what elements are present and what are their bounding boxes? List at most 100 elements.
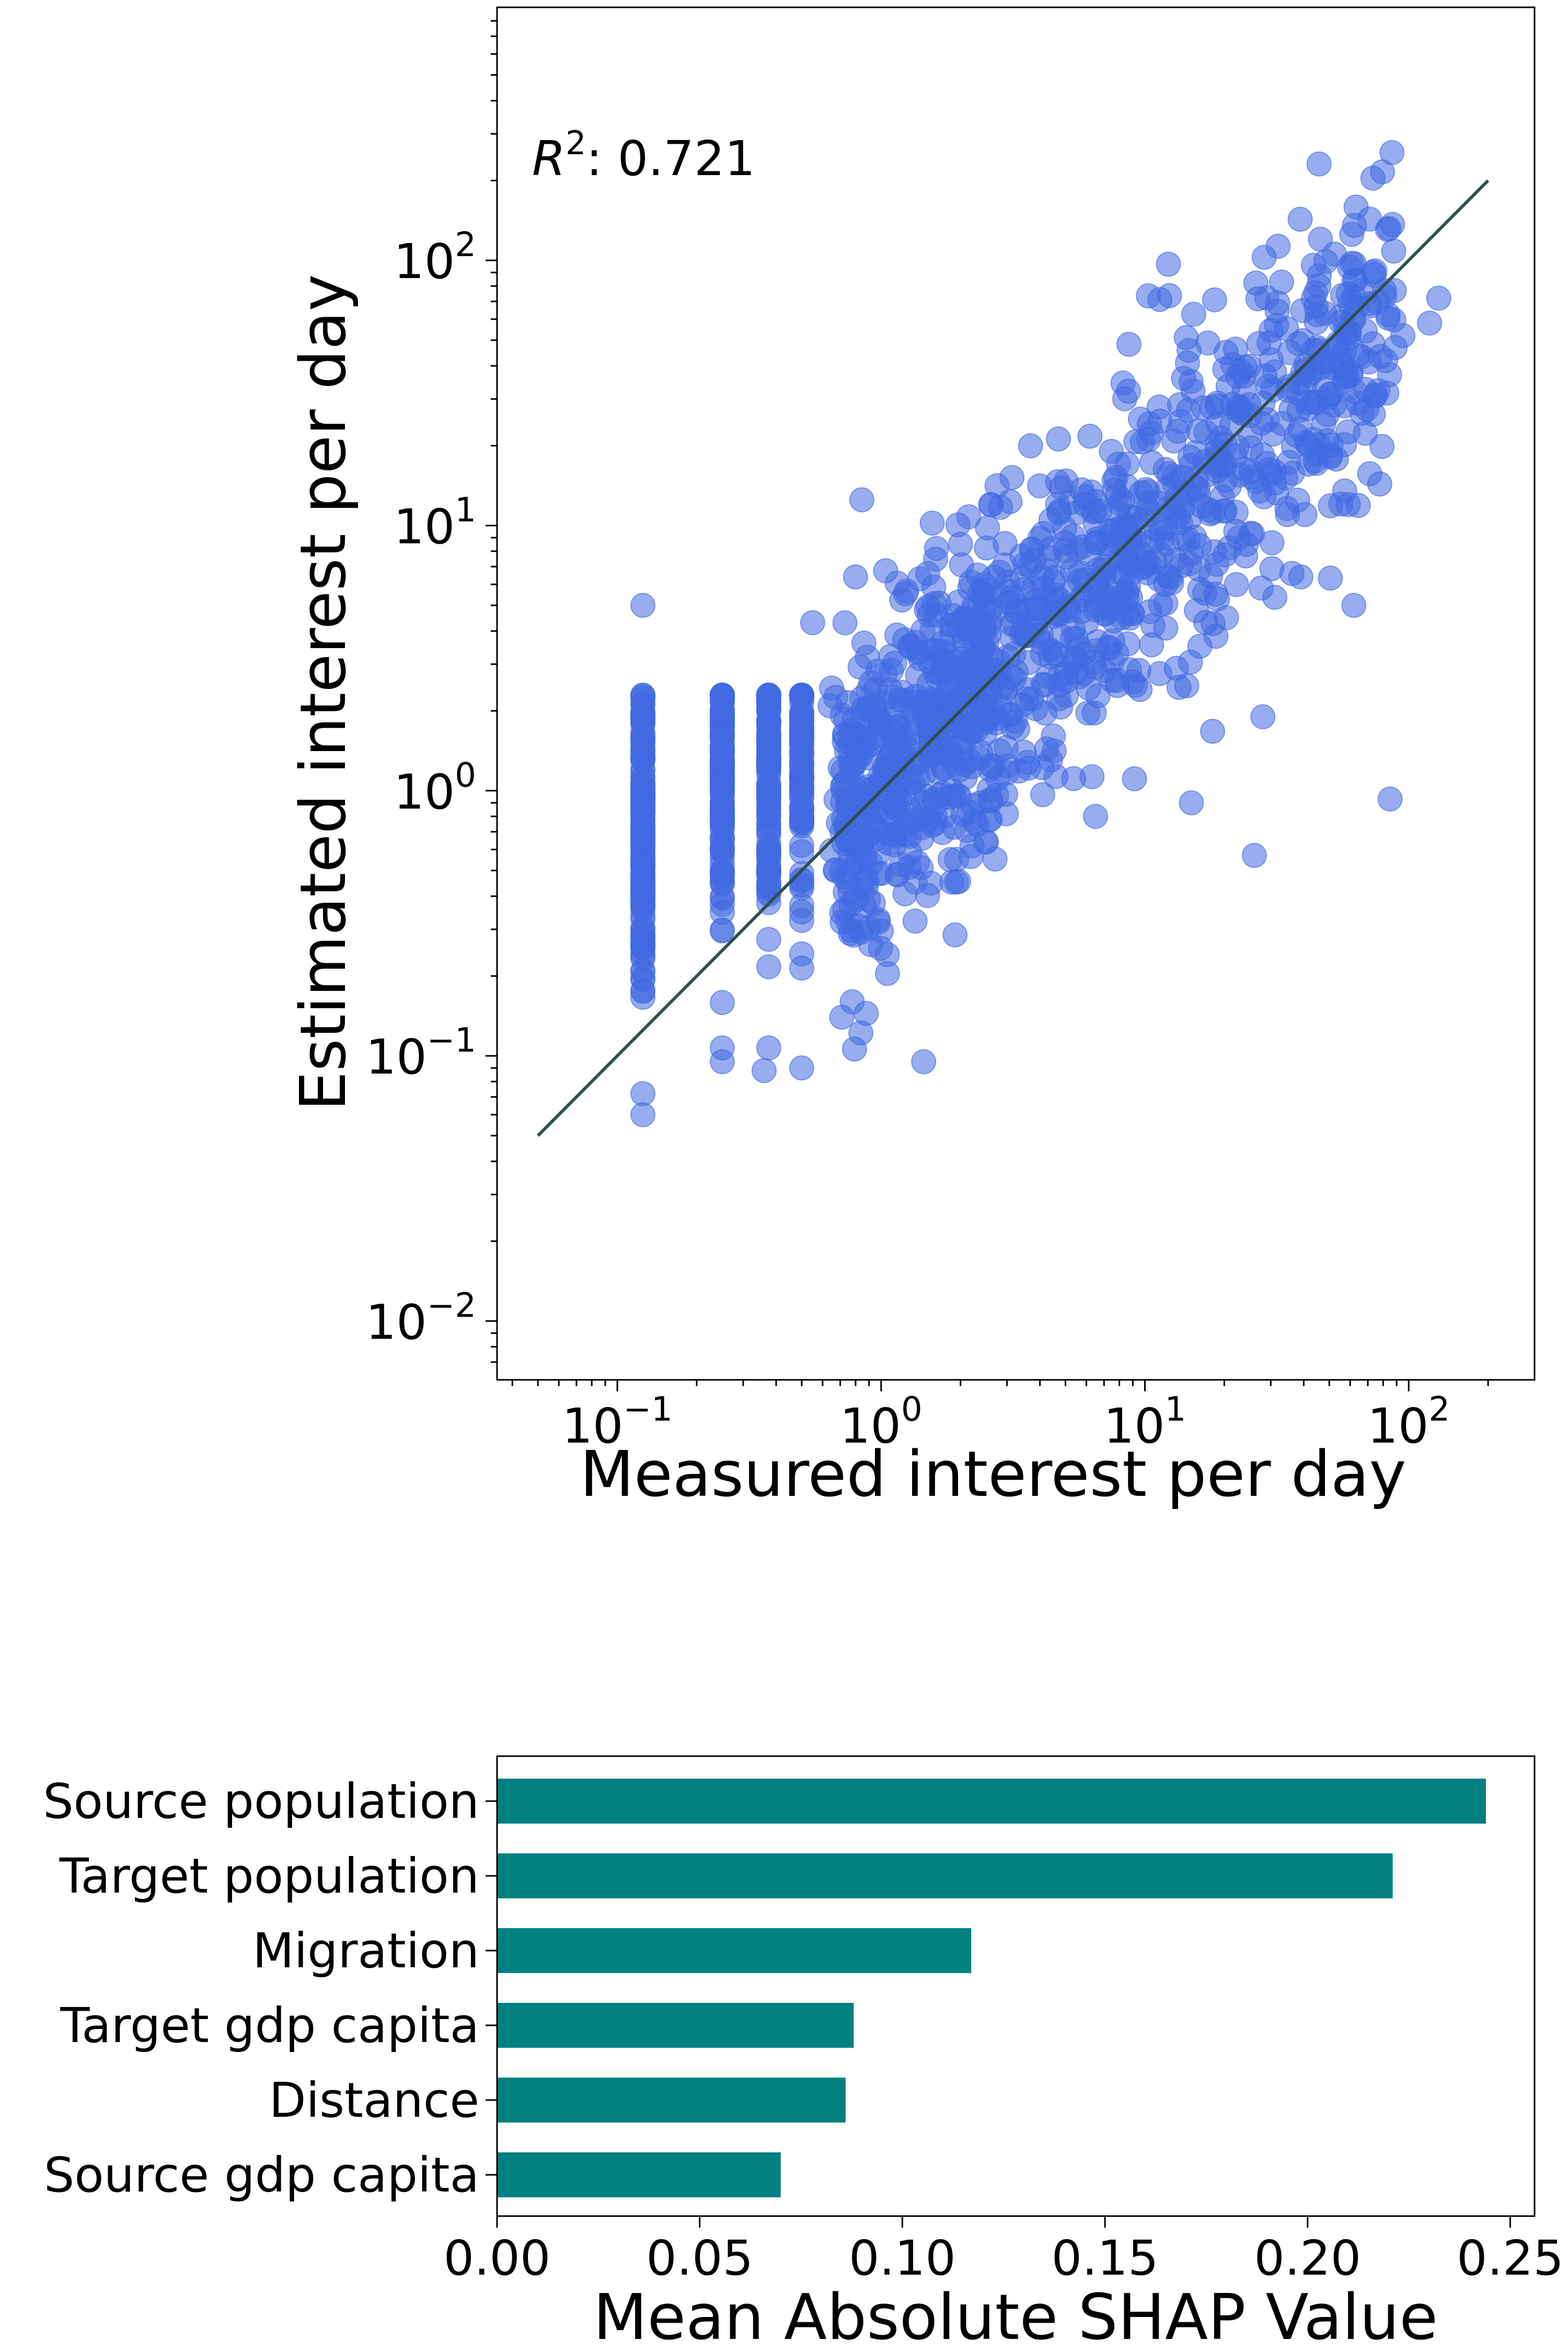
shap-bars (497, 1779, 1486, 2197)
scatter-point (1251, 245, 1277, 270)
bar-x-tick-label: 0.25 (1457, 2230, 1564, 2286)
scatter-point (856, 678, 881, 704)
scatter-point (925, 716, 951, 741)
bar-plot-frame (496, 1755, 1536, 2217)
scatter-y-axis-title: Estimated interest per day (287, 274, 360, 1111)
scatter-point (1083, 803, 1109, 829)
scatter-point (948, 532, 973, 557)
scatter-point (1233, 543, 1259, 569)
scatter-point (1067, 664, 1093, 689)
r-squared-annotation: R2: 0.721 (532, 124, 755, 187)
scatter-point (751, 1058, 777, 1083)
scatter-point (1375, 305, 1401, 331)
scatter-point (1238, 521, 1263, 546)
scatter-point (841, 1036, 867, 1062)
scatter-point (1354, 396, 1380, 422)
scatter-point (898, 633, 924, 659)
scatter-point (971, 572, 997, 597)
scatter-point (892, 881, 918, 907)
scatter-point (837, 879, 863, 905)
scatter-point (1287, 206, 1313, 232)
scatter-point (1317, 382, 1342, 407)
bar-category-label: Target population (59, 1848, 479, 1904)
x-tick-label: 102 (1367, 1390, 1450, 1454)
scatter-point (789, 955, 814, 981)
scatter-point (1136, 283, 1161, 308)
scatter-point (1139, 450, 1165, 475)
scatter-point (1250, 704, 1276, 730)
scatter-point (709, 1049, 735, 1075)
scatter-point (956, 504, 982, 529)
scatter-point (756, 811, 781, 836)
scatter-point (872, 662, 898, 687)
scatter-point (1020, 576, 1046, 602)
scatter-point (860, 827, 886, 853)
shap-bar (497, 2078, 846, 2123)
scatter-point (1342, 378, 1368, 404)
scatter-point (630, 977, 655, 1003)
scatter-point (756, 927, 781, 952)
shap-bar (497, 2003, 854, 2048)
scatter-point (1018, 433, 1043, 458)
scatter-point (959, 648, 984, 674)
bar-category-labels: Source population Target population Migrat… (43, 1773, 497, 2203)
scatter-point (1381, 238, 1406, 264)
bar-category-label: Source population (43, 1773, 479, 1829)
shap-bar (497, 1853, 1393, 1898)
scatter-point (1203, 581, 1228, 607)
scatter-point (1173, 325, 1199, 350)
scatter-point (1178, 649, 1203, 675)
scatter-point (939, 869, 965, 895)
scatter-point (937, 847, 963, 872)
scatter-point (949, 740, 975, 765)
bar-category-label: Target gdp capita (60, 1998, 479, 2054)
bar-category-label: Distance (269, 2072, 479, 2128)
bar-category-label: Source gdp capita (44, 2147, 479, 2203)
scatter-point (1104, 483, 1130, 509)
y-tick-label: 10−1 (366, 1021, 476, 1085)
scatter-point (955, 696, 981, 722)
scatter-point (929, 640, 955, 666)
scatter-point (1367, 471, 1392, 497)
scatter-point (1369, 434, 1395, 459)
scatter-point (756, 778, 781, 804)
scatter-point (709, 683, 735, 708)
scatter-point (907, 566, 932, 592)
scatter-point (1174, 350, 1200, 376)
scatter-point (1193, 609, 1218, 635)
scatter-point (1183, 440, 1208, 465)
y-tick-label: 101 (394, 491, 476, 555)
scatter-point (1153, 615, 1179, 641)
scatter-point (1224, 500, 1249, 525)
scatter-point (978, 492, 1004, 517)
scatter-point (1205, 453, 1230, 478)
scatter-point (1269, 269, 1294, 295)
y-tick-label: 10−2 (366, 1286, 476, 1350)
scatter-point (879, 740, 904, 765)
y-tick-label: 102 (394, 226, 476, 290)
scatter-point (789, 893, 814, 918)
scatter-point (1001, 641, 1027, 667)
scatter-point (1328, 347, 1353, 372)
scatter-point (756, 869, 781, 894)
scatter-point (1122, 766, 1147, 791)
scatter-point (1417, 310, 1443, 336)
scatter-point (1179, 790, 1204, 815)
scatter-point (832, 610, 858, 636)
scatter-point (1146, 394, 1172, 420)
scatter-point (1251, 484, 1277, 510)
scatter-point (1227, 462, 1253, 488)
scatter-point (903, 711, 929, 736)
scatter-point (1127, 677, 1153, 702)
scatter-point (630, 884, 655, 909)
bar-x-tick-label: 0.20 (1254, 2230, 1361, 2286)
scatter-point (1377, 786, 1403, 812)
scatter-point (856, 774, 882, 799)
scatter-point (994, 801, 1019, 826)
scatter-point (1114, 451, 1140, 477)
scatter-point (789, 683, 814, 708)
scatter-point (789, 861, 814, 886)
scatter-point (992, 531, 1018, 556)
scatter-point (789, 809, 814, 834)
scatter-point (1116, 331, 1142, 357)
